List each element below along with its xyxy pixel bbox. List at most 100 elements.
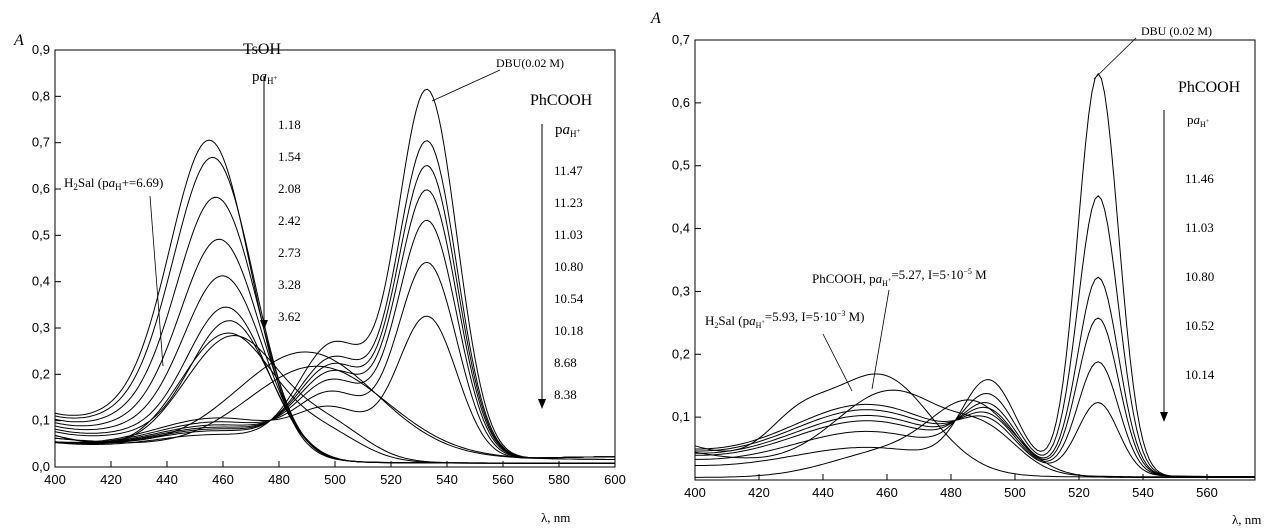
right-base-pa-value: 11.03 (1185, 220, 1214, 235)
left-acid-pa-value: 2.42 (278, 213, 301, 228)
left-acid-pa-value: 2.73 (278, 245, 301, 260)
right-base-curve (695, 317, 1255, 478)
left-base-pa-value: 10.80 (554, 259, 583, 274)
right-x-tick-label: 500 (1004, 485, 1026, 500)
left-xlabel: λ, nm (541, 510, 570, 525)
right-y-tick-label: 0,3 (672, 283, 690, 298)
left-base-label: PhCOOH (530, 92, 593, 109)
right-xlabel: λ, nm (1232, 512, 1261, 526)
left-base-curve (54, 189, 615, 459)
right-x-tick-label: 400 (684, 485, 706, 500)
left-ylabel: A (13, 32, 24, 49)
left-h2sal-leader (149, 195, 164, 367)
left-transition-curve (54, 334, 615, 464)
right-dbu-leader (1093, 37, 1137, 80)
right-base-curve (695, 72, 1255, 478)
right-phcooh-annotation: PhCOOH, paH+=5.27, I=5·10−5 M (812, 267, 987, 288)
right-y-tick-label: 0,7 (672, 32, 690, 47)
right-x-tick-label: 460 (876, 485, 898, 500)
right-y-tick-label: 0,5 (672, 158, 690, 173)
left-acid-arrowhead (260, 320, 268, 330)
left-y-tick-label: 0,2 (32, 366, 50, 381)
left-base-pa-label: paH+ (555, 122, 581, 139)
left-acid-pa-value: 1.18 (278, 117, 301, 132)
left-y-tick-label: 0,9 (32, 42, 50, 57)
left-x-tick-label: 480 (268, 472, 290, 487)
left-base-pa-value: 8.68 (554, 355, 577, 370)
right-x-tick-label: 420 (748, 485, 770, 500)
right-y-tick-label: 0,1 (672, 409, 690, 424)
right-base-pa-value: 10.52 (1185, 318, 1214, 333)
left-base-pa-value: 11.23 (554, 195, 583, 210)
right-x-tick-label: 440 (812, 485, 834, 500)
right-h2sal-curve (695, 399, 1255, 478)
left-y-tick-label: 0,1 (32, 413, 50, 428)
right-base-arrowhead (1160, 412, 1168, 422)
right-ylabel: A (650, 10, 661, 27)
left-acid-curve (54, 238, 615, 464)
left-acid-pa-value: 2.08 (278, 181, 301, 196)
left-x-tick-label: 520 (380, 472, 402, 487)
left-x-tick-label: 560 (492, 472, 514, 487)
right-y-tick-label: 0,6 (672, 95, 690, 110)
left-plot-frame (54, 49, 616, 468)
left-dbu-leader (431, 69, 501, 102)
left-base-curve (54, 88, 615, 459)
left-x-tick-label: 420 (100, 472, 122, 487)
right-h2sal-annotation: H2Sal (paH+=5.93, I=5·10−3 M) (705, 309, 865, 330)
right-h2sal-leader (822, 333, 853, 392)
right-dbu-annotation: DBU (0.02 M) (1141, 24, 1212, 38)
left-acid-pa-value: 1.54 (278, 149, 301, 164)
left-y-tick-label: 0,0 (32, 459, 50, 474)
left-base-pa-value: 11.47 (554, 163, 583, 178)
right-base-label: PhCOOH (1178, 79, 1241, 96)
left-base-pa-value: 8.38 (554, 387, 577, 402)
left-y-tick-label: 0,5 (32, 227, 50, 242)
right-base-curve (695, 276, 1255, 478)
left-x-tick-label: 540 (436, 472, 458, 487)
right-x-tick-label: 540 (1132, 485, 1154, 500)
right-base-pa-value: 11.46 (1185, 171, 1214, 186)
right-x-tick-label: 520 (1068, 485, 1090, 500)
left-base-pa-value: 10.18 (554, 323, 583, 338)
right-base-pa-label: paH+ (1187, 112, 1210, 129)
left-y-tick-label: 0,6 (32, 181, 50, 196)
left-base-pa-value: 10.54 (554, 291, 584, 306)
right-x-tick-label: 560 (1196, 485, 1218, 500)
right-base-curve (695, 195, 1255, 478)
left-x-tick-label: 460 (212, 472, 234, 487)
left-base-curve (54, 164, 615, 459)
left-acid-pa-label: paH+ (252, 69, 278, 86)
left-base-pa-value: 11.03 (554, 227, 583, 242)
right-x-tick-label: 480 (940, 485, 962, 500)
left-y-tick-label: 0,3 (32, 320, 50, 335)
left-acid-curve (54, 196, 615, 464)
left-intermediate-curve (54, 365, 615, 460)
left-y-tick-label: 0,4 (32, 274, 50, 289)
left-h2sal-annotation: H2Sal (paH+=6.69) (64, 175, 163, 192)
right-base-pa-value: 10.80 (1185, 269, 1214, 284)
right-phcooh-curve (694, 373, 1255, 478)
left-acid-label: TsOH (243, 41, 281, 58)
left-x-tick-label: 600 (604, 472, 626, 487)
left-x-tick-label: 440 (156, 472, 178, 487)
right-y-tick-label: 0,4 (672, 221, 690, 236)
right-base-curve (695, 401, 1255, 478)
left-chart: 400 420 440 460 480 500 520 540 560 580 600 0,0 0,1 0… (13, 32, 626, 525)
right-phcooh-leader (871, 289, 890, 390)
left-y-tick-label: 0,8 (32, 88, 50, 103)
left-acid-pa-value: 3.62 (278, 309, 301, 324)
left-x-tick-label: 400 (44, 472, 66, 487)
left-dbu-annotation: DBU(0.02 M) (496, 56, 564, 70)
left-base-arrowhead (538, 399, 546, 409)
left-x-tick-label: 500 (324, 472, 346, 487)
right-base-pa-value: 10.14 (1185, 367, 1215, 382)
right-chart: 400 420 440 460 480 500 520 540 560 0,1 0,2 0,3 0,4 0… (650, 10, 1261, 527)
right-transition-curve (694, 389, 1255, 478)
left-y-tick-label: 0,7 (32, 135, 50, 150)
left-x-tick-label: 580 (548, 472, 570, 487)
left-acid-pa-value: 3.28 (278, 277, 301, 292)
right-plot-frame (694, 39, 1256, 481)
